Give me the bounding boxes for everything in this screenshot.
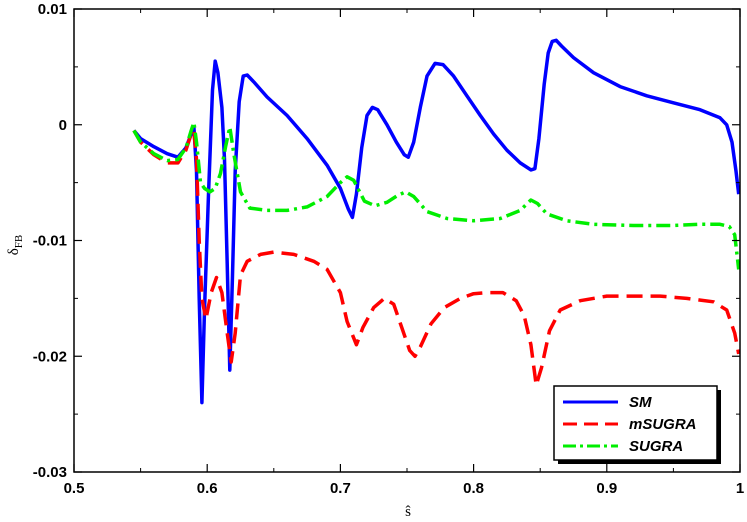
legend-box [553, 385, 718, 461]
x-tick-label: 0.5 [64, 480, 85, 497]
legend-label-msugra: mSUGRA [629, 416, 697, 433]
legend: SM mSUGRA SUGRA [553, 385, 721, 464]
x-tick-label: 0.9 [596, 480, 617, 497]
y-tick-label: -0.02 [33, 348, 67, 365]
x-tick-label: 1 [736, 480, 744, 497]
x-tick-label: 0.7 [330, 480, 351, 497]
series-layer [132, 38, 741, 405]
x-axis-label: ŝ [405, 504, 411, 520]
x-tick-label: 0.8 [463, 480, 484, 497]
legend-label-sugra: SUGRA [629, 438, 683, 455]
series-line-sugra [132, 120, 741, 270]
x-tick-label: 0.6 [197, 480, 218, 497]
series-line-sm [132, 38, 741, 405]
y-axis-label-main: δ [6, 248, 22, 255]
y-tick-label: 0.01 [38, 1, 67, 18]
y-tick-label: -0.01 [33, 233, 67, 250]
legend-label-sm: SM [629, 394, 652, 411]
y-tick-label: 0 [59, 117, 67, 134]
y-axis-label: δFB [6, 235, 25, 256]
ticks-layer: 0.5 0.6 0.7 0.8 0.9 1 -0.03 -0.02 -0.01 0 0.01 [33, 1, 744, 497]
series-line-msugra [132, 128, 741, 387]
y-tick-label: -0.03 [33, 464, 67, 481]
y-axis-label-sub: FB [13, 235, 25, 248]
